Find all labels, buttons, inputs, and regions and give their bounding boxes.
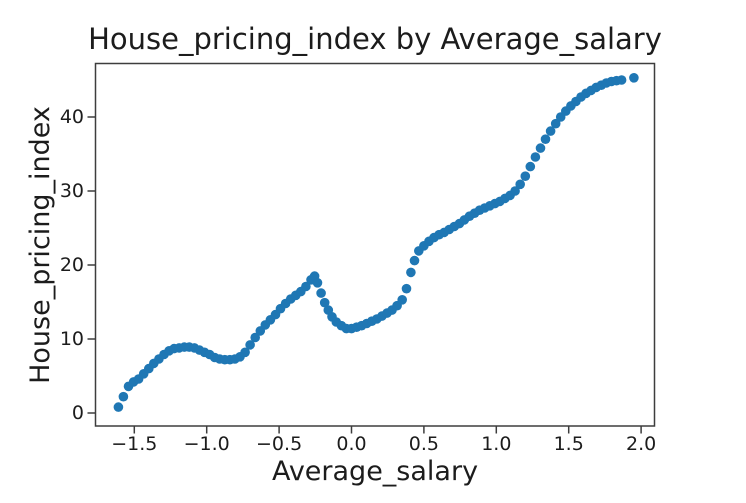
- y-tick-label: 10: [59, 328, 84, 350]
- data-point: [406, 267, 416, 278]
- x-tick-label: 1.5: [553, 433, 584, 455]
- data-point: [301, 281, 311, 292]
- x-tick-label: −1.5: [111, 433, 158, 455]
- data-point: [240, 347, 250, 358]
- data-point: [535, 143, 546, 153]
- x-tick-label: 0.0: [336, 433, 367, 455]
- data-point: [550, 118, 561, 129]
- data-point: [118, 391, 129, 402]
- data-point: [397, 295, 408, 305]
- data-point: [540, 134, 551, 144]
- data-point: [245, 340, 255, 350]
- x-tick-label: 0.5: [408, 433, 439, 455]
- chart-title: House_pricing_index by Average_salary: [88, 22, 662, 56]
- x-axis-label: Average_salary: [271, 456, 479, 487]
- y-tick-label: 40: [59, 106, 84, 128]
- data-point: [319, 297, 330, 308]
- data-point: [616, 75, 627, 85]
- data-point: [401, 283, 412, 294]
- x-tick-label: −1.0: [183, 433, 230, 455]
- x-tick-label: −0.5: [256, 433, 303, 455]
- data-point: [629, 73, 639, 83]
- plot-border: [94, 62, 656, 427]
- data-point: [520, 171, 531, 181]
- tick-marks: [87, 116, 642, 434]
- data-point: [545, 126, 556, 136]
- data-point: [409, 255, 420, 266]
- data-point: [316, 288, 326, 298]
- scatter-series: [113, 73, 639, 412]
- y-tick-label: 0: [71, 402, 84, 424]
- x-tick-label: 1.0: [481, 433, 512, 455]
- data-point: [113, 402, 124, 412]
- data-point: [530, 152, 541, 162]
- y-tick-label: 20: [59, 254, 84, 276]
- data-point: [250, 332, 260, 343]
- data-point: [510, 186, 520, 196]
- data-point: [312, 278, 323, 288]
- data-point: [525, 161, 536, 172]
- y-tick-label: 30: [59, 180, 84, 202]
- x-tick-label: 2.0: [625, 433, 657, 455]
- data-point: [515, 179, 525, 190]
